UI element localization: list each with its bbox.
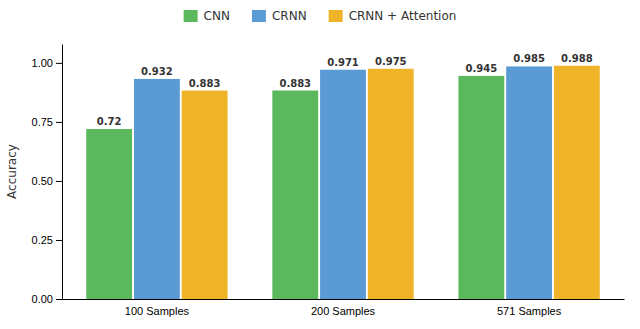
bar [458, 76, 504, 299]
data-label: 0.988 [561, 53, 593, 64]
data-label: 0.883 [279, 78, 311, 89]
y-tick-label: 0.75 [32, 116, 53, 128]
data-label: 0.985 [513, 53, 545, 64]
legend-swatch [184, 10, 198, 22]
legend-label: CRNN [272, 9, 307, 23]
chart: 0.00 0.25 0.50 0.75 1.00 100 Samples 200 Sampl… [0, 0, 640, 329]
x-tick-label: 571 Samples [497, 305, 562, 317]
data-label: 0.72 [97, 116, 122, 127]
data-labels: 0.72 0.883 0.945 0.932 0.971 0.985 0.883 0.975 0… [97, 53, 593, 127]
y-tick-mark [56, 240, 62, 241]
legend-item: CRNN + Attention [329, 9, 457, 23]
x-axis: 100 Samples 200 Samples 571 Samples [63, 300, 625, 317]
bar [368, 69, 414, 299]
y-tick-mark [56, 181, 62, 182]
legend-label: CRNN + Attention [349, 9, 457, 23]
legend-item: CRNN [252, 9, 307, 23]
y-axis: 0.00 0.25 0.50 0.75 1.00 [32, 45, 63, 306]
legend-swatch [252, 10, 266, 22]
data-label: 0.932 [141, 66, 173, 77]
y-tick-mark [56, 122, 62, 123]
y-tick: 0.75 [32, 116, 62, 128]
bar [86, 129, 132, 299]
x-axis-line [63, 299, 625, 300]
bar [134, 79, 180, 299]
bar [320, 70, 366, 299]
x-tick: 200 Samples [311, 305, 376, 317]
y-axis-title: Accuracy [5, 144, 19, 199]
y-tick: 0.25 [32, 234, 62, 246]
y-tick-label: 0.25 [32, 234, 53, 246]
y-tick: 1.00 [32, 57, 62, 69]
legend: CNN CRNN CRNN + Attention [184, 9, 457, 23]
legend-label: CNN [204, 9, 230, 23]
bar [554, 66, 600, 299]
bar-series [86, 76, 504, 299]
y-tick-label: 1.00 [32, 57, 53, 69]
legend-swatch [329, 10, 343, 22]
y-tick-mark [56, 63, 62, 64]
data-label: 0.883 [189, 78, 221, 89]
bar-series [182, 66, 600, 299]
y-tick-mark [56, 299, 62, 300]
y-tick: 0.50 [32, 175, 62, 187]
x-tick: 100 Samples [125, 305, 190, 317]
y-tick: 0.00 [32, 293, 62, 305]
y-tick-label: 0.50 [32, 175, 53, 187]
bars [86, 66, 600, 299]
plot: 0.00 0.25 0.50 0.75 1.00 100 Samples 200 Sampl… [5, 45, 625, 317]
bar [182, 91, 228, 299]
y-axis-line [62, 45, 63, 300]
data-label: 0.975 [375, 56, 407, 67]
x-tick: 571 Samples [497, 305, 562, 317]
bar [506, 66, 552, 299]
legend-item: CNN [184, 9, 230, 23]
bar-series [134, 66, 552, 299]
x-tick-label: 200 Samples [311, 305, 376, 317]
y-tick-label: 0.00 [32, 293, 53, 305]
data-label: 0.971 [327, 57, 359, 68]
bar [272, 91, 318, 299]
data-label: 0.945 [466, 63, 498, 74]
x-tick-label: 100 Samples [125, 305, 190, 317]
